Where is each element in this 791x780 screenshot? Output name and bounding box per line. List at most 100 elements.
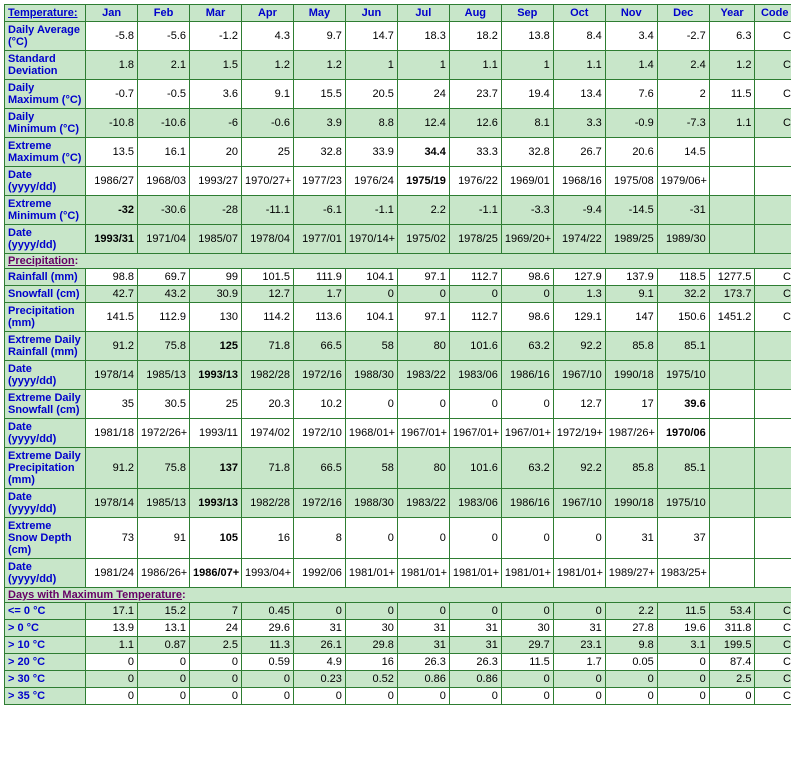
cell: 9.8: [605, 637, 657, 654]
cell: 32.8: [293, 138, 345, 167]
table-row: <= 0 °C17.115.270.450000002.211.553.4C: [5, 603, 791, 620]
cell: 2.5: [709, 671, 755, 688]
cell: 98.8: [86, 269, 138, 286]
table-row: > 0 °C13.913.12429.631303131303127.819.6…: [5, 620, 791, 637]
cell: 150.6: [657, 303, 709, 332]
cell: 92.2: [553, 448, 605, 489]
cell: 0: [553, 688, 605, 705]
section-precipitation-link[interactable]: Precipitation: [8, 255, 75, 267]
cell: 2.1: [138, 51, 190, 80]
cell: 1981/01+: [501, 559, 553, 588]
cell: 0: [345, 390, 397, 419]
table-row: Extreme Daily Snowfall (cm)3530.52520.31…: [5, 390, 791, 419]
cell: 1976/22: [449, 167, 501, 196]
cell: 1970/14+: [345, 225, 397, 254]
cell: 1.2: [241, 51, 293, 80]
cell: 1974/02: [241, 419, 293, 448]
temperature-link[interactable]: Temperature:: [8, 7, 77, 19]
col-aug: Aug: [449, 5, 501, 22]
cell: 23.7: [449, 80, 501, 109]
cell: 32.2: [657, 286, 709, 303]
cell: 1.1: [449, 51, 501, 80]
cell: 0: [449, 518, 501, 559]
cell: 25: [190, 390, 242, 419]
cell: -10.6: [138, 109, 190, 138]
cell: 1277.5: [709, 269, 755, 286]
cell: 1986/07+: [190, 559, 242, 588]
cell: 2.5: [190, 637, 242, 654]
cell: 98.6: [501, 269, 553, 286]
cell: 1972/16: [293, 489, 345, 518]
cell: 31: [397, 620, 449, 637]
cell: 1967/01+: [501, 419, 553, 448]
table-row: Daily Minimum (°C)-10.8-10.6-6-0.63.98.8…: [5, 109, 791, 138]
cell: 13.9: [86, 620, 138, 637]
cell: [755, 559, 791, 588]
cell: 13.4: [553, 80, 605, 109]
cell: 1.2: [293, 51, 345, 80]
cell: 31: [397, 637, 449, 654]
cell: C: [755, 671, 791, 688]
cell: 1993/13: [190, 361, 242, 390]
cell: 129.1: [553, 303, 605, 332]
cell: 35: [86, 390, 138, 419]
cell: 85.8: [605, 448, 657, 489]
cell: 3.9: [293, 109, 345, 138]
cell: 1972/16: [293, 361, 345, 390]
cell: 63.2: [501, 332, 553, 361]
cell: [709, 138, 755, 167]
cell: 23.1: [553, 637, 605, 654]
cell: 30.9: [190, 286, 242, 303]
row-label: Standard Deviation: [5, 51, 86, 80]
cell: 199.5: [709, 637, 755, 654]
cell: 0: [86, 688, 138, 705]
cell: -14.5: [605, 196, 657, 225]
cell: -0.9: [605, 109, 657, 138]
cell: 7.6: [605, 80, 657, 109]
cell: 20.3: [241, 390, 293, 419]
cell: 2: [657, 80, 709, 109]
cell: 32.8: [501, 138, 553, 167]
cell: 33.9: [345, 138, 397, 167]
col-dec: Dec: [657, 5, 709, 22]
section-days-maxtemp-link[interactable]: Days with Maximum Temperature: [8, 589, 182, 601]
cell: 1986/16: [501, 489, 553, 518]
cell: 1981/01+: [553, 559, 605, 588]
cell: 85.1: [657, 448, 709, 489]
row-label: Date (yyyy/dd): [5, 167, 86, 196]
cell: 0: [138, 671, 190, 688]
cell: [709, 419, 755, 448]
row-label: > 20 °C: [5, 654, 86, 671]
cell: 63.2: [501, 448, 553, 489]
cell: C: [755, 22, 791, 51]
cell: [755, 196, 791, 225]
cell: 16: [241, 518, 293, 559]
row-label: Daily Average (°C): [5, 22, 86, 51]
cell: -7.3: [657, 109, 709, 138]
cell: 1975/19: [397, 167, 449, 196]
cell: 3.3: [553, 109, 605, 138]
row-label: Extreme Daily Rainfall (mm): [5, 332, 86, 361]
cell: C: [755, 654, 791, 671]
cell: 0: [501, 688, 553, 705]
table-row: Rainfall (mm)98.869.799101.5111.9104.197…: [5, 269, 791, 286]
cell: 26.7: [553, 138, 605, 167]
cell: 0: [449, 688, 501, 705]
cell: 0: [345, 286, 397, 303]
table-row: > 20 °C0000.594.91626.326.311.51.70.0508…: [5, 654, 791, 671]
cell: [755, 167, 791, 196]
cell: 0: [397, 286, 449, 303]
cell: 1981/01+: [345, 559, 397, 588]
cell: 1972/10: [293, 419, 345, 448]
cell: [755, 448, 791, 489]
cell: 25: [241, 138, 293, 167]
cell: 1976/24: [345, 167, 397, 196]
cell: 85.8: [605, 332, 657, 361]
cell: -11.1: [241, 196, 293, 225]
cell: 13.8: [501, 22, 553, 51]
cell: 1.4: [605, 51, 657, 80]
cell: 137.9: [605, 269, 657, 286]
table-row: Extreme Minimum (°C)-32-30.6-28-11.1-6.1…: [5, 196, 791, 225]
cell: 0.87: [138, 637, 190, 654]
cell: 3.6: [190, 80, 242, 109]
